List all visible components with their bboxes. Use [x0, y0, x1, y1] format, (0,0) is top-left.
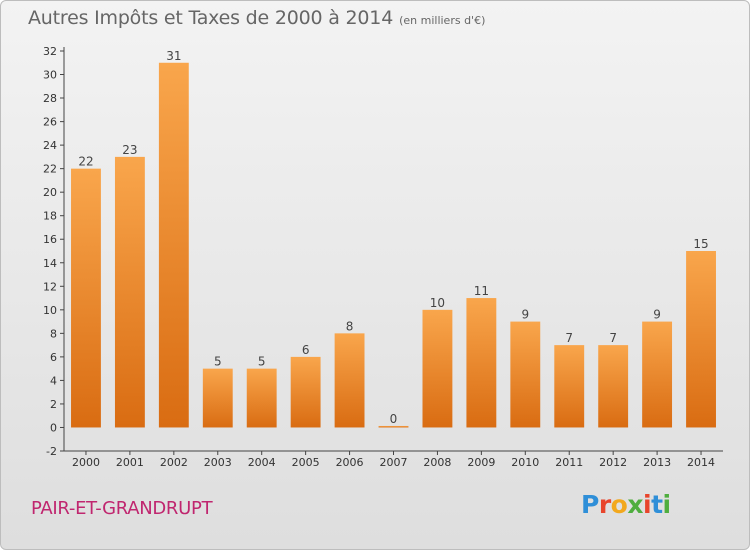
x-tick-label: 2007: [380, 456, 408, 469]
x-tick-label: 2012: [599, 456, 627, 469]
value-label: 11: [474, 284, 489, 298]
value-label: 9: [653, 308, 661, 322]
y-tick-label: 12: [43, 280, 57, 293]
value-label: 8: [346, 319, 354, 333]
chart-title: Autres Impôts et Taxes de 2000 à 2014 (en…: [28, 7, 485, 29]
bar-2003: [202, 368, 233, 428]
y-tick-label: -2: [46, 445, 57, 458]
chart-title-unit: (en milliers d'€): [399, 14, 486, 27]
logo-letter: t: [651, 490, 663, 519]
y-tick-label: 28: [43, 92, 57, 105]
value-label: 31: [166, 49, 181, 63]
y-tick-label: 16: [43, 233, 57, 246]
logo-letter: r: [598, 490, 611, 519]
bar-2009: [466, 298, 497, 428]
x-tick-label: 2009: [467, 456, 495, 469]
x-tick-label: 2008: [423, 456, 451, 469]
bar-2001: [114, 156, 145, 428]
logo-letter: P: [581, 490, 599, 519]
y-tick-label: 14: [43, 257, 57, 270]
value-label: 7: [565, 331, 573, 345]
value-label: 6: [302, 343, 310, 357]
x-tick-label: 2004: [248, 456, 276, 469]
y-tick-label: 6: [50, 351, 57, 364]
value-label: 0: [390, 412, 398, 426]
logo-letter: i: [662, 490, 672, 519]
x-tick-label: 2013: [643, 456, 671, 469]
proxiti-logo: Proxiti: [581, 490, 671, 519]
commune-name: PAIR-ET-GRANDRUPT: [31, 498, 213, 519]
x-tick-label: 2011: [555, 456, 583, 469]
bar-2010: [510, 321, 541, 428]
bar-2014: [686, 251, 716, 428]
bar-2000: [71, 168, 101, 428]
value-labels: 22 23 31 5 5 6 8 0 10 11 9 7 7 9 15: [78, 49, 708, 426]
value-label: 10: [430, 296, 445, 310]
y-tick-label: 10: [43, 304, 57, 317]
y-tick-label: 4: [50, 374, 57, 387]
bar-2011: [554, 345, 585, 428]
bar-2012: [598, 345, 629, 428]
logo-letter: x: [627, 490, 643, 519]
y-tick-label: 2: [50, 398, 57, 411]
value-label: 22: [78, 155, 93, 169]
chart-title-main: Autres Impôts et Taxes de 2000 à 2014: [28, 7, 394, 29]
x-tick-label: 2006: [336, 456, 364, 469]
y-tick-label: 0: [50, 421, 57, 434]
y-tick-label: 18: [43, 210, 57, 223]
bars: [71, 62, 716, 428]
bar-2008: [422, 309, 453, 428]
value-label: 5: [214, 355, 222, 369]
x-tick-label: 2010: [511, 456, 539, 469]
y-tick-label: 22: [43, 163, 57, 176]
x-tick-label: 2005: [292, 456, 320, 469]
y-tick-label: 30: [43, 69, 57, 82]
y-tick-label: 32: [43, 45, 57, 58]
value-label: 5: [258, 355, 266, 369]
y-tick-label: 24: [43, 139, 57, 152]
value-label: 7: [609, 331, 617, 345]
bar-2006: [334, 333, 365, 428]
y-tick-label: 26: [43, 116, 57, 129]
y-tick-label: 8: [50, 327, 57, 340]
bar-2013: [642, 321, 673, 428]
x-tick-label: 2003: [204, 456, 232, 469]
value-label: 15: [693, 237, 708, 251]
value-label: 23: [122, 143, 137, 157]
bar-2002: [158, 62, 189, 428]
x-tick-label: 2014: [687, 456, 715, 469]
value-label: 9: [521, 308, 529, 322]
x-tick-label: 2001: [116, 456, 144, 469]
bar-2005: [290, 356, 321, 428]
logo-letter: o: [610, 490, 628, 519]
x-tick-label: 2002: [160, 456, 188, 469]
x-tick-label: 2000: [72, 456, 100, 469]
y-tick-label: 20: [43, 186, 57, 199]
logo-letter: i: [643, 490, 652, 519]
bar-2007: [378, 425, 409, 428]
bar-2004: [246, 368, 277, 428]
